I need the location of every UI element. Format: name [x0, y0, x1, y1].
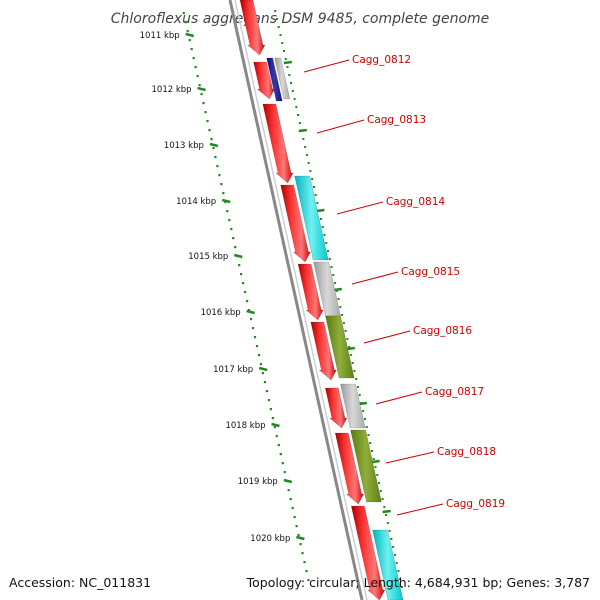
cds-arrow [239, 0, 266, 56]
gene-label[interactable]: Cagg_0818 [437, 446, 496, 458]
cds-arrow [297, 263, 324, 321]
genome-backbone [228, 0, 368, 600]
cds-arrow [350, 505, 386, 600]
gene-label[interactable]: Cagg_0814 [386, 196, 445, 208]
kbp-label: 1015 kbp [188, 252, 228, 262]
gene-block-grey [274, 57, 291, 100]
kbp-ruler: 1011 kbp 1012 kbp 1013 kbp 1014 kbp 1015 kbp… [140, 12, 310, 582]
accession-text: Accession: NC_011831 [9, 575, 151, 590]
map-title: Chloroflexus aggregans DSM 9485, complet… [111, 11, 490, 27]
kbp-label: 1016 kbp [201, 308, 241, 318]
gene-block-navy [266, 57, 283, 102]
cds-arrow [262, 103, 294, 184]
gene-label[interactable]: Cagg_0816 [413, 325, 472, 337]
cds-arrow [334, 432, 365, 505]
gene-features [239, 0, 404, 600]
kbp-label: 1020 kbp [250, 534, 290, 544]
cds-arrow [310, 321, 337, 381]
kbp-label: 1019 kbp [238, 477, 278, 487]
gene-block-olive [350, 429, 382, 503]
outer-ruler [274, 10, 403, 588]
gene-block-cyan [372, 529, 404, 600]
cds-arrow [324, 387, 348, 429]
gene-block-cyan [294, 175, 329, 261]
gene-labels: Cagg_0812 Cagg_0813 Cagg_0814 Cagg_0815 Cagg… [303, 54, 505, 516]
topology-text: Topology: circular; Length: 4,684,931 bp… [246, 575, 590, 590]
kbp-label: 1017 kbp [213, 365, 253, 375]
gene-label[interactable]: Cagg_0817 [425, 386, 484, 398]
kbp-label: 1014 kbp [176, 197, 216, 207]
gene-label[interactable]: Cagg_0812 [352, 54, 411, 66]
kbp-label: 1012 kbp [152, 85, 192, 95]
cds-arrow [280, 184, 311, 263]
gene-label[interactable]: Cagg_0813 [367, 114, 426, 126]
cds-arrow [253, 61, 276, 100]
gene-label[interactable]: Cagg_0819 [446, 498, 505, 510]
kbp-label: 1011 kbp [140, 31, 180, 41]
gene-block-grey [340, 383, 366, 429]
gene-label[interactable]: Cagg_0815 [401, 266, 460, 278]
kbp-label: 1018 kbp [225, 421, 265, 431]
kbp-label: 1013 kbp [164, 141, 204, 151]
gene-block-olive [325, 315, 355, 379]
